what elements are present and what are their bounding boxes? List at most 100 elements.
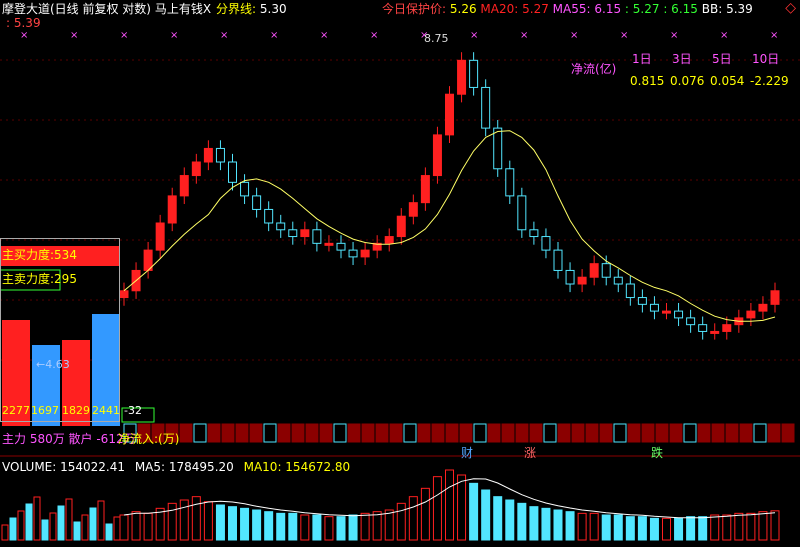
volume-bar — [517, 502, 527, 541]
candle-body — [252, 195, 262, 210]
force-val-1: 2277 — [2, 404, 30, 417]
candle-body — [746, 310, 756, 319]
candle-body — [710, 330, 720, 334]
flow-strip-cell — [543, 423, 557, 443]
volume-bar — [565, 511, 575, 541]
ma-line — [123, 130, 776, 322]
signal-marker: × — [170, 30, 178, 41]
flow-strip-cell — [739, 423, 753, 443]
volume-bar — [505, 499, 515, 541]
candle-body — [770, 290, 780, 305]
candle-body — [493, 127, 503, 170]
candle-body — [662, 310, 671, 314]
prev-close-label: : 5.39 — [6, 16, 41, 30]
volume-bar — [143, 512, 153, 541]
volume-bar — [722, 514, 732, 541]
candle-body — [191, 161, 201, 177]
flow-strip-cell — [627, 423, 641, 443]
event-marker-die[interactable]: 跌 — [651, 446, 664, 460]
volume-ma5-line — [123, 478, 776, 519]
volume-bar — [312, 514, 322, 541]
candle-body — [649, 303, 659, 312]
signal-marker: × — [420, 30, 428, 41]
volume-bar — [637, 516, 647, 541]
flow-strip-cell — [529, 423, 543, 443]
volume-bar — [179, 499, 189, 541]
volume-bar — [770, 510, 780, 541]
flow-strip-cell — [347, 423, 361, 443]
candle-body — [625, 283, 635, 299]
volume-bar — [577, 512, 587, 541]
flow-strip-cell — [291, 423, 305, 443]
force-panel — [0, 238, 120, 422]
flow-value-10d: -2.229 — [750, 74, 789, 88]
flow-strip-cell — [781, 423, 795, 443]
flow-strip-cell — [571, 423, 585, 443]
volume-bar — [384, 509, 394, 541]
event-marker-cai[interactable]: 财 — [461, 446, 474, 460]
buy-force-bar — [0, 246, 120, 266]
flow-strip-cell — [501, 423, 515, 443]
volume-bar — [662, 517, 671, 541]
flow-strip-cell — [767, 423, 781, 443]
flow-period-1d: 1日 — [632, 52, 652, 66]
candle-body — [119, 290, 129, 299]
volume-bar — [336, 516, 346, 541]
volume-bar — [734, 512, 744, 541]
flow-strip-cell — [403, 423, 417, 443]
signal-marker: × — [620, 30, 628, 41]
signal-marker: × — [320, 30, 328, 41]
volume-bar — [41, 519, 49, 541]
volume-bar — [649, 517, 659, 541]
candle-body — [240, 181, 250, 197]
flow-strip-cell — [711, 423, 725, 443]
volume-bar — [420, 487, 430, 541]
signal-marker: × — [670, 30, 678, 41]
volume-bar — [81, 514, 89, 541]
flow-strip-cell — [193, 423, 207, 443]
force-bar — [32, 345, 60, 426]
force-bar-small — [121, 407, 155, 423]
candle-body — [264, 208, 274, 224]
volume-bar — [445, 469, 454, 541]
candle-body — [565, 269, 575, 285]
volume-bar — [372, 511, 382, 541]
volume-bar — [710, 514, 720, 541]
volume-bar — [228, 506, 237, 541]
candle-body — [529, 229, 539, 238]
flow-strip-cell — [249, 423, 263, 443]
volume-bar — [288, 512, 298, 541]
candle-body — [324, 242, 334, 246]
volume-bar — [167, 502, 177, 541]
candle-body — [758, 303, 768, 312]
volume-bar — [264, 511, 274, 541]
signal-marker: × — [270, 30, 278, 41]
volume-bar — [481, 489, 491, 541]
flow-strip-cell — [207, 423, 221, 443]
volume-bar — [348, 514, 358, 541]
flow-value-1d: 0.815 — [630, 74, 665, 88]
flow-strip-cell — [137, 423, 151, 443]
settings-diamond-icon[interactable]: ◇ — [785, 0, 796, 16]
volume-bar — [1, 524, 9, 541]
flow-strip-cell — [151, 423, 165, 443]
chart-title: 摩登大道(日线 前复权 对数) 马上有钱X — [2, 2, 212, 16]
flow-strip-cell — [389, 423, 403, 443]
flow-strip-cell — [431, 423, 445, 443]
flow-strip-cell — [641, 423, 655, 443]
sell-force-bar — [0, 269, 61, 291]
flow-value-5d: 0.054 — [710, 74, 745, 88]
candle-body — [686, 317, 696, 326]
volume-bar — [9, 517, 17, 541]
flow-strip-cell — [613, 423, 627, 443]
force-arrow-value: ←4.63 — [36, 358, 70, 371]
flow-strip-cell — [333, 423, 347, 443]
volume-bar — [408, 496, 418, 541]
event-marker-zhang[interactable]: 涨 — [524, 446, 537, 460]
net-inflow-label: 净流入:(万) — [118, 432, 180, 446]
candle-body — [432, 134, 442, 177]
volume-bar — [432, 476, 442, 541]
flow-strip-cell — [263, 423, 277, 443]
volume-bar — [601, 514, 611, 541]
volume-bar — [131, 511, 141, 541]
